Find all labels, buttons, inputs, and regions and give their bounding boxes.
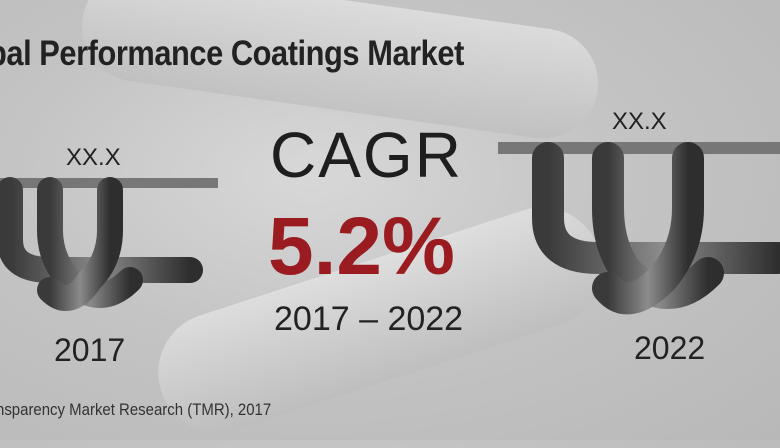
exhaust-manifold-2017-image: [0, 177, 218, 311]
page-title: bal Performance Coatings Market: [0, 34, 464, 73]
cagr-label: CAGR: [270, 119, 463, 191]
year-2017-label: 2017: [54, 332, 126, 368]
year-2022-label: 2022: [634, 330, 706, 366]
market-value-2017: XX.X: [66, 144, 121, 171]
exhaust-manifold-2022-image: [498, 142, 780, 315]
forecast-period: 2017 – 2022: [274, 300, 464, 338]
source-note: nsparency Market Research (TMR), 2017: [0, 400, 272, 419]
cagr-value: 5.2%: [268, 201, 455, 292]
market-value-2022: XX.X: [612, 108, 667, 135]
